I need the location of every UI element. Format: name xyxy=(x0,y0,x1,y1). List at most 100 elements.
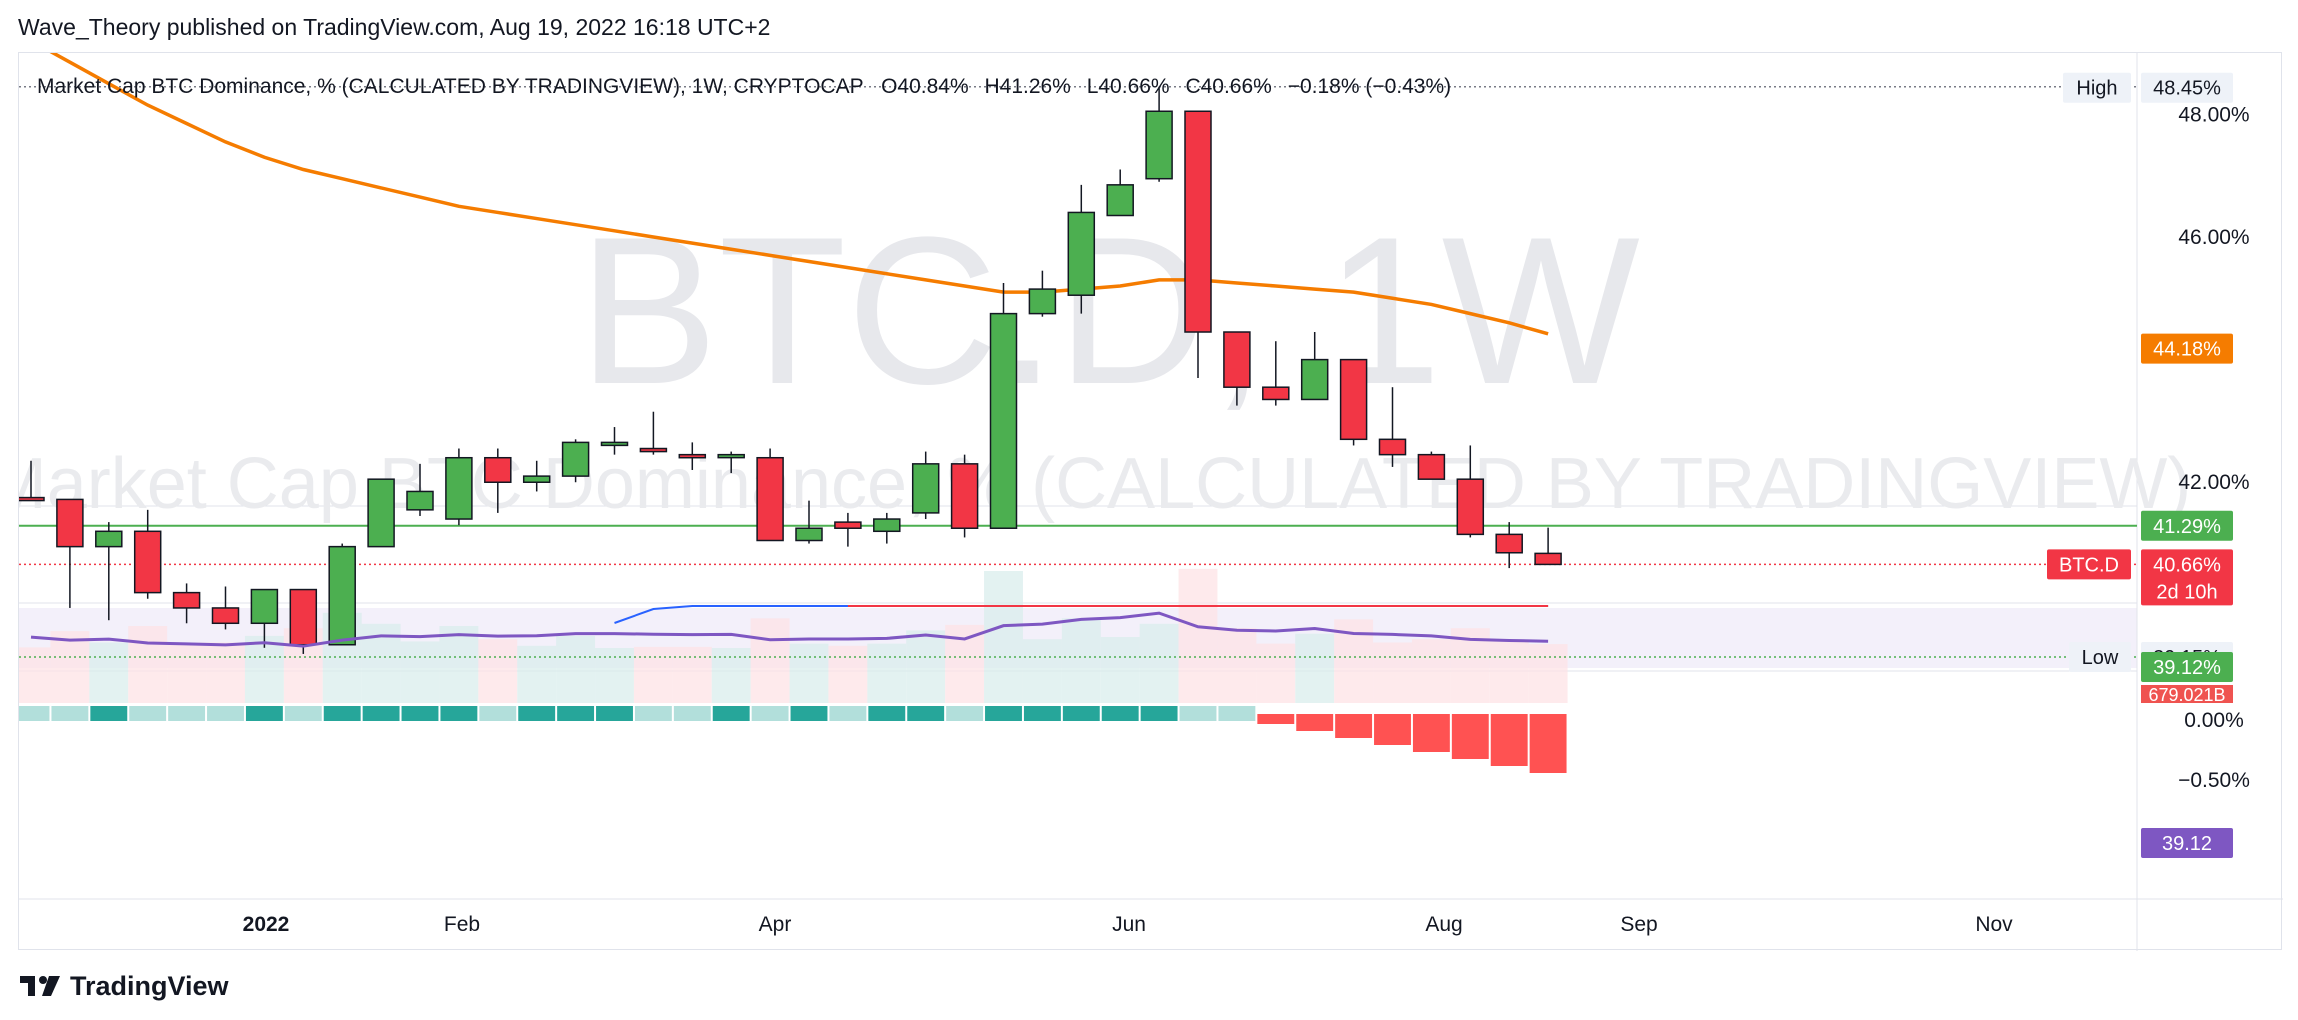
volume-bar xyxy=(1411,639,1451,703)
ma-price-label: 44.18% xyxy=(2153,339,2221,361)
candle[interactable] xyxy=(1495,522,1523,569)
indicator-tick-label: 0.00% xyxy=(2184,709,2244,732)
candle-body xyxy=(484,456,512,483)
volume-bar xyxy=(711,648,751,703)
volume-bar xyxy=(50,631,90,703)
candle[interactable] xyxy=(873,512,901,544)
legend-low: L40.66% xyxy=(1087,75,1170,98)
rsi-value-label-bg xyxy=(2141,828,2233,858)
candle[interactable] xyxy=(95,522,123,621)
candle[interactable] xyxy=(406,463,434,516)
candle[interactable] xyxy=(911,451,940,520)
legend-change: −0.18% (−0.43%) xyxy=(1288,75,1451,98)
support-price-label-bg xyxy=(2141,510,2233,541)
candle[interactable] xyxy=(1339,358,1368,446)
candle-body xyxy=(522,475,551,483)
candle[interactable] xyxy=(950,454,979,538)
high-tag: High xyxy=(2076,78,2117,100)
candle[interactable] xyxy=(989,282,1018,529)
publish-line: Wave_Theory published on TradingView.com… xyxy=(18,14,771,40)
candle[interactable] xyxy=(1106,169,1134,217)
brand-name[interactable]: TradingView xyxy=(70,970,229,1001)
candle[interactable] xyxy=(19,460,45,502)
volume-bar xyxy=(556,635,596,703)
candle[interactable] xyxy=(367,478,395,548)
volume-bar xyxy=(19,647,51,703)
high-price-label: 48.45% xyxy=(2153,78,2221,100)
volume-bar xyxy=(867,643,907,703)
candle[interactable] xyxy=(289,588,318,654)
candle[interactable] xyxy=(600,427,629,455)
histogram-bar xyxy=(90,706,128,721)
candle-body xyxy=(328,545,356,646)
candlestick-chart[interactable]: BTC.D, 1W Market Cap BTC Dominance, % (C… xyxy=(19,53,2283,951)
candle[interactable] xyxy=(795,500,823,544)
volume-bar xyxy=(517,645,557,703)
symbol-tag: BTC.D xyxy=(2059,554,2119,576)
candle-body xyxy=(172,591,201,609)
histogram-bar xyxy=(19,706,50,721)
candle[interactable] xyxy=(717,451,745,474)
histogram-bar xyxy=(1062,706,1100,721)
candle-body xyxy=(445,456,473,520)
candle[interactable] xyxy=(1223,331,1251,406)
candle-body xyxy=(795,527,823,542)
time-axis-label: Sep xyxy=(1620,913,1657,936)
support-price-label: 41.29% xyxy=(2153,516,2221,538)
histogram-bar xyxy=(712,706,750,721)
candle[interactable] xyxy=(1417,451,1446,480)
legend-open: O40.84% xyxy=(881,75,969,98)
candle-body xyxy=(19,496,45,502)
volume-amount-bg xyxy=(2141,685,2233,703)
histogram-bar xyxy=(518,706,556,721)
candle[interactable] xyxy=(445,448,473,526)
candle[interactable] xyxy=(1378,387,1407,467)
candle-body xyxy=(639,447,668,453)
histogram-bar xyxy=(1374,714,1411,745)
histogram-bar xyxy=(985,706,1022,721)
histogram-bar xyxy=(362,706,400,721)
candle[interactable] xyxy=(1300,332,1329,401)
candle-body xyxy=(367,478,395,548)
candle[interactable] xyxy=(561,439,590,483)
histogram-bar xyxy=(1218,706,1256,721)
last-price-bg xyxy=(2141,549,2233,606)
indicator-tick-label: −0.50% xyxy=(2178,769,2250,792)
volume-pct-label: 39.12% xyxy=(2153,657,2221,679)
histogram-bar xyxy=(1140,706,1178,721)
candle[interactable] xyxy=(639,411,668,455)
candle[interactable] xyxy=(1534,527,1562,566)
candle[interactable] xyxy=(172,583,201,624)
histogram-bar xyxy=(946,706,984,721)
candle-body xyxy=(1300,358,1329,401)
candle[interactable] xyxy=(1145,86,1173,182)
candle[interactable] xyxy=(56,498,84,608)
volume-amount-label: 679.021B xyxy=(2148,685,2225,705)
candle-body xyxy=(1378,438,1407,456)
candle[interactable] xyxy=(1262,341,1290,406)
candle[interactable] xyxy=(250,588,279,648)
legend-line: Market Cap BTC Dominance, % (CALCULATED … xyxy=(37,75,1451,98)
candle-body xyxy=(1339,358,1368,441)
candle[interactable] xyxy=(133,509,162,599)
moving-average-line xyxy=(49,53,1549,336)
candle[interactable] xyxy=(484,448,512,513)
candle[interactable] xyxy=(328,543,356,646)
histogram-bar xyxy=(1490,714,1528,766)
candle-body xyxy=(1028,288,1057,315)
candle[interactable] xyxy=(756,448,784,542)
candle[interactable] xyxy=(1184,110,1212,378)
candle[interactable] xyxy=(834,512,862,547)
candle[interactable] xyxy=(211,586,240,630)
volume-bar xyxy=(1178,568,1218,703)
candle-body xyxy=(56,498,84,548)
candle[interactable] xyxy=(1028,270,1057,317)
watermark-name: Market Cap BTC Dominance, % (CALCULATED … xyxy=(19,444,2191,524)
candle-body xyxy=(211,607,240,625)
candle-body xyxy=(561,441,590,477)
candle[interactable] xyxy=(1067,184,1096,314)
candle[interactable] xyxy=(678,442,707,470)
candle[interactable] xyxy=(522,460,551,492)
chart-panel[interactable]: BTC.D, 1W Market Cap BTC Dominance, % (C… xyxy=(18,52,2283,951)
candle[interactable] xyxy=(1456,445,1485,538)
